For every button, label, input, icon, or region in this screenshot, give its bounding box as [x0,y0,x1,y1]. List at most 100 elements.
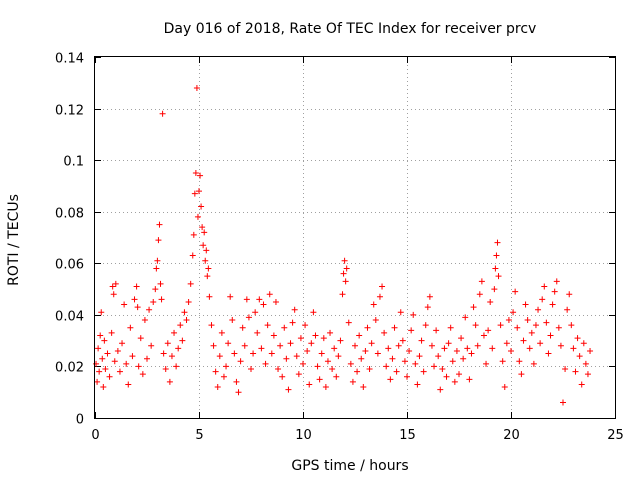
data-point [270,332,277,339]
y-tick-label-4: 0.08 [55,207,84,222]
data-point [100,384,107,391]
data-point [327,329,334,336]
data-point [185,298,192,305]
data-point [99,355,106,362]
data-point [472,322,479,329]
data-point [139,371,146,378]
data-point [426,293,433,300]
data-point [551,288,558,295]
data-point [418,337,425,344]
data-point [435,353,442,360]
data-point [522,301,529,308]
x-tick-label-1: 5 [195,428,203,443]
data-point [109,283,116,290]
data-point [119,340,126,347]
data-point [205,265,212,272]
data-point [197,172,204,179]
data-point [439,366,446,373]
data-point [453,347,460,354]
data-point [553,278,560,285]
data-point [582,360,589,367]
data-point [420,368,427,375]
data-point [314,363,321,370]
data-point [277,342,284,349]
data-point [264,322,271,329]
data-point [154,257,161,264]
y-tick-label-5: 0.1 [63,155,84,170]
data-point [225,340,232,347]
data-point [329,366,336,373]
data-point [364,324,371,331]
data-point [431,363,438,370]
data-point [532,322,539,329]
data-point [287,340,294,347]
data-point [183,317,190,324]
data-point [164,340,171,347]
data-point [337,337,344,344]
y-tick-label-2: 0.04 [55,310,84,325]
data-point [218,329,225,336]
data-point [166,378,173,385]
data-point [341,257,348,264]
data-point [456,371,462,378]
data-point [358,355,365,362]
data-point [492,265,499,272]
data-point [322,384,329,391]
data-points [93,84,594,406]
data-point [192,170,199,177]
data-point [541,283,548,290]
data-point [494,239,501,246]
data-point [96,368,103,375]
data-point [470,304,477,311]
data-point [518,371,525,378]
data-point [497,322,504,329]
data-point [144,355,150,362]
data-point [293,353,300,360]
data-point [368,340,375,347]
data-point [505,317,512,324]
data-point [362,347,369,354]
data-point [391,324,398,331]
data-point [235,389,242,396]
data-point [258,345,265,352]
data-point [279,373,286,380]
data-point [223,363,230,370]
data-point [428,342,435,349]
data-point [206,293,213,300]
axis-ticks: 0 5 10 15 20 25 0 0.02 0.04 0.06 0.08 0.1 0.12 0.14 [55,52,624,444]
data-point [150,298,157,305]
data-point [530,360,537,367]
data-point [406,347,413,354]
data-point [216,353,223,360]
data-point [366,366,373,373]
data-point [526,345,533,352]
data-point [445,340,452,347]
data-point [354,368,361,375]
chart-title: Day 016 of 2018, Rate Of TEC Index for r… [164,21,537,37]
data-point [340,270,347,277]
data-point [171,329,178,336]
data-point [572,368,579,375]
data-point [545,350,552,357]
data-point [535,306,542,313]
data-point [379,283,386,290]
x-tick-label-2: 10 [295,428,312,443]
data-point [510,309,517,316]
data-point [300,360,306,367]
data-point [478,278,485,285]
data-point [462,314,469,321]
data-point [193,84,200,91]
data-point [342,278,349,285]
data-point [395,342,402,349]
data-point [285,386,292,393]
data-point [360,384,367,391]
data-point [114,347,121,354]
data-point [493,252,500,259]
data-point [302,322,309,329]
data-point [564,306,571,313]
data-point [310,309,317,316]
data-point [503,340,510,347]
data-point [204,273,211,280]
data-point [458,335,465,342]
data-point [196,188,202,195]
